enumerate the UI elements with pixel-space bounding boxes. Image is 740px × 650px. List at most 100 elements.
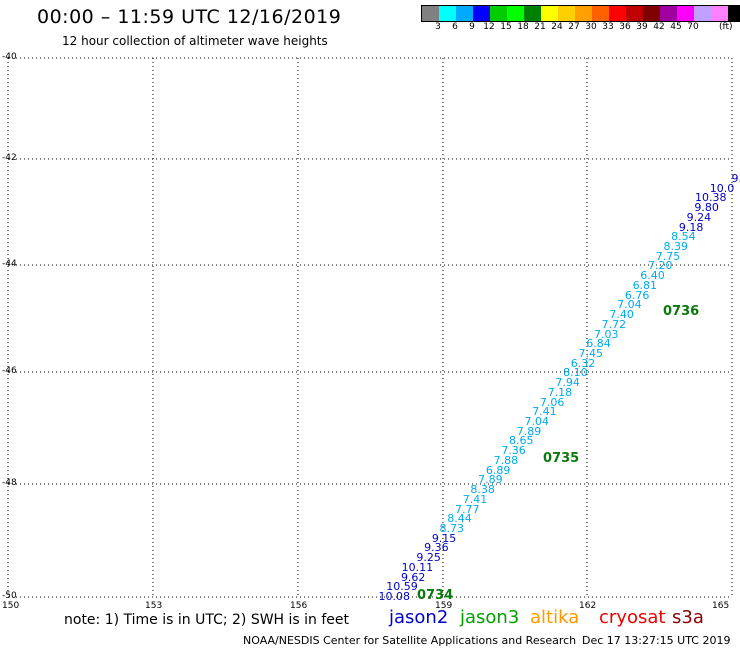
latitude-label: -40 xyxy=(2,52,17,62)
color-swatch xyxy=(592,6,609,21)
time-label: 0735 xyxy=(543,451,580,466)
wave-height-value: 9.36 xyxy=(424,541,449,555)
color-swatch xyxy=(728,6,740,21)
wave-height-value: 8.10 xyxy=(563,366,588,380)
wave-height-value: 9.80 xyxy=(694,201,719,215)
wave-height-value: 7.41 xyxy=(462,492,488,506)
credit-text: NOAA/NESDIS Center for Satellite Applica… xyxy=(243,634,577,647)
wave-height-value: 7.40 xyxy=(609,308,634,322)
latitude-label: -44 xyxy=(2,259,17,269)
wave-height-value: 9.18 xyxy=(678,220,704,234)
longitude-label: 153 xyxy=(145,601,163,611)
latitude-label: -42 xyxy=(2,153,17,163)
color-scale-label: 33 xyxy=(602,22,614,32)
wave-height-value: 7.03 xyxy=(593,327,619,341)
footer-note: note: 1) Time is in UTC; 2) SWH is in fe… xyxy=(64,612,350,628)
color-scale-label: 9 xyxy=(469,22,475,32)
color-scale-label: 36 xyxy=(619,22,631,32)
color-swatch xyxy=(711,6,728,21)
wave-height-value: 6.84 xyxy=(586,337,611,351)
color-scale-label: 42 xyxy=(653,22,665,32)
color-scale-label: 21 xyxy=(534,22,546,32)
wave-height-value: 7.77 xyxy=(454,502,480,516)
wave-height-value: 8.38 xyxy=(470,483,495,497)
wave-height-value: 8.65 xyxy=(509,434,534,448)
time-label: 0736 xyxy=(663,304,700,319)
wave-height-value: 10.59 xyxy=(386,580,418,594)
color-scale-label: 15 xyxy=(500,22,512,32)
color-swatch xyxy=(575,6,592,21)
color-swatch xyxy=(558,6,575,21)
wave-height-value: 8.44 xyxy=(447,512,472,526)
latitude-label: -50 xyxy=(2,591,17,601)
wave-height-value: 9.15 xyxy=(431,531,457,545)
wave-height-value: 10.0 xyxy=(709,181,735,195)
color-swatch xyxy=(677,6,694,21)
color-swatch xyxy=(456,6,473,21)
wave-height-value: 7.06 xyxy=(539,395,565,409)
wave-height-value: 9.25 xyxy=(416,551,441,565)
wave-height-value: 6.76 xyxy=(624,288,650,302)
color-scale-label: 27 xyxy=(568,22,580,32)
color-swatch xyxy=(694,6,711,21)
wave-height-value: 6.81 xyxy=(632,278,658,292)
longitude-label: 159 xyxy=(435,601,453,611)
longitude-label: 165 xyxy=(712,601,730,611)
generated-timestamp: Dec 17 13:27:15 UTC 2019 xyxy=(582,634,731,647)
wave-height-value: 8.39 xyxy=(663,240,688,254)
wave-height-value: 7.36 xyxy=(501,444,526,458)
wave-height-value: 6.89 xyxy=(485,463,511,477)
wave-height-value: 7.04 xyxy=(524,415,549,429)
satellite-s3a: s3a xyxy=(672,607,704,628)
latitude-label: -46 xyxy=(2,366,17,376)
wave-height-value: 6.32 xyxy=(570,356,596,370)
wave-height-value: 7.20 xyxy=(648,259,673,273)
wave-height-value: 7.41 xyxy=(532,405,557,419)
latitude-label: -48 xyxy=(2,478,17,488)
color-scale-label: 39 xyxy=(636,22,648,32)
wave-height-value: 9. xyxy=(731,172,740,185)
color-scale-label: 70 xyxy=(687,22,699,32)
wave-height-value: 7.18 xyxy=(547,385,573,399)
wave-height-value: 7.89 xyxy=(516,424,542,438)
satellite-jason3: jason3 xyxy=(460,607,520,628)
satellite-cryosat: cryosat xyxy=(599,607,666,628)
color-swatch xyxy=(422,6,439,21)
satellite-altika: altika xyxy=(530,607,580,628)
color-swatch xyxy=(439,6,456,21)
time-label: 0734 xyxy=(417,588,454,603)
color-swatch xyxy=(490,6,507,21)
color-scale-bar xyxy=(421,5,740,22)
wave-height-value: 7.94 xyxy=(555,376,580,390)
wave-height-value: 7.72 xyxy=(601,317,627,331)
wave-height-value: 10.08 xyxy=(378,590,411,603)
longitude-label: 162 xyxy=(579,601,597,611)
color-swatch xyxy=(609,6,626,21)
satellite-jason2: jason2 xyxy=(389,607,449,628)
longitude-label: 156 xyxy=(290,601,308,611)
color-scale-label: 12 xyxy=(483,22,495,32)
color-scale-label: 18 xyxy=(517,22,529,32)
color-swatch xyxy=(541,6,558,21)
color-swatch xyxy=(473,6,490,21)
color-scale-label: 45 xyxy=(670,22,682,32)
color-scale-label: 3 xyxy=(435,22,441,32)
color-scale-label: 6 xyxy=(452,22,458,32)
color-scale-label: 30 xyxy=(585,22,597,32)
wave-height-value: 7.89 xyxy=(478,473,503,487)
wave-height-value: 8.73 xyxy=(439,521,465,535)
wave-height-value: 8.54 xyxy=(671,230,696,244)
wave-height-value: 9.24 xyxy=(686,210,712,224)
wave-height-value: 10.38 xyxy=(695,191,727,205)
longitude-label: 150 xyxy=(2,601,20,611)
color-scale-unit: (ft) xyxy=(719,22,733,32)
wave-height-value: 7.45 xyxy=(578,346,604,360)
wave-height-value: 9.62 xyxy=(400,570,426,584)
color-swatch xyxy=(626,6,643,21)
wave-height-value: 10.11 xyxy=(401,560,434,574)
page-title: 00:00 – 11:59 UTC 12/16/2019 xyxy=(37,6,342,28)
color-scale-label: 24 xyxy=(551,22,563,32)
color-swatch xyxy=(507,6,524,21)
color-swatch xyxy=(524,6,541,21)
